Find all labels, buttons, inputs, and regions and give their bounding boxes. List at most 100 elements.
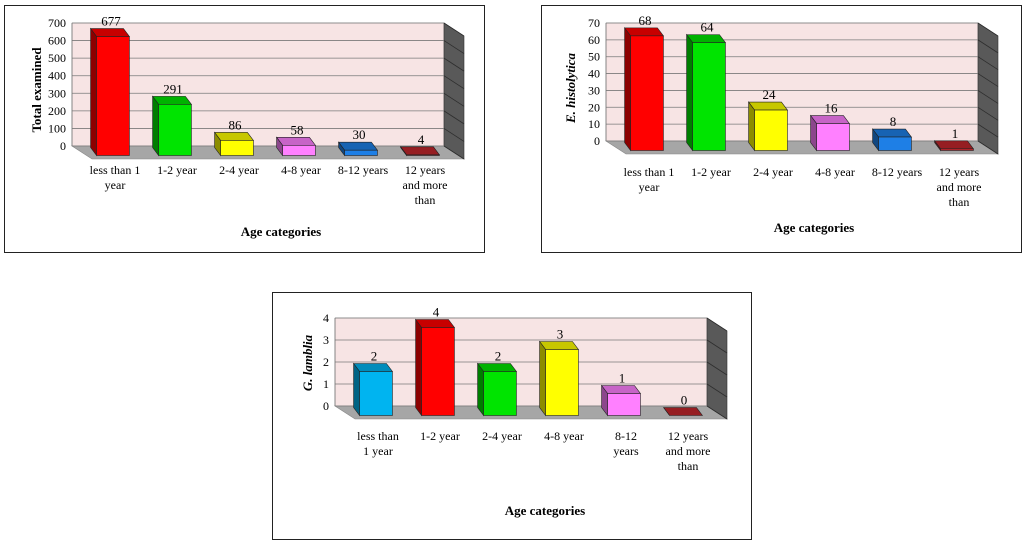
y-tick-label: 3 [323,333,329,347]
gridline-side [977,90,999,104]
x-tick-label: 12 years and more than [937,165,982,209]
bar [600,384,642,417]
gridline-side [977,22,999,37]
chart-total-examined: 0 100 200 300 400 500 600 700 677 less than 1 year… [4,5,485,253]
data-label: 2 [371,349,378,364]
chart-e-histolytica: 0 10 20 30 40 50 60 70 68 less than 1 year 64 1-2 ye… [541,5,1022,253]
y-tick-label: 200 [48,104,66,118]
y-tick-label: 40 [588,67,600,81]
data-label: 2 [495,349,502,364]
gridline-side [706,361,728,376]
data-label: 4 [418,132,425,147]
data-label: 291 [163,81,183,96]
gridline-side [443,92,465,107]
x-tick-label: 2-4 year [219,163,259,177]
bar [352,362,394,417]
y-tick-label: 20 [588,100,600,114]
gridline-side [443,110,465,125]
chart-side-wall [977,22,999,155]
bar [414,318,456,417]
x-tick-label: 4-8 year [815,165,855,179]
chart-total-examined-svg: 0 100 200 300 400 500 600 700 677 less than 1 year… [29,14,466,239]
gridline-side [706,339,728,354]
x-tick-label: 2-4 year [482,429,522,443]
y-tick-label: 10 [588,117,600,131]
data-label: 68 [639,13,652,28]
x-tick-label: 8-12 years [613,429,639,458]
gridline-side [977,56,999,71]
chart-g-lamblia-svg: 0 1 2 3 4 2 less than 1 year 4 1-2 year 2 2-4 year 3… [300,305,729,518]
y-tick-label: 1 [323,377,329,391]
x-tick-label: 12 years and more than [403,163,448,207]
gridline-side [977,73,999,87]
bar [399,145,441,157]
gridline-side [443,22,465,37]
y-axis-title: Total examined [29,47,44,133]
gridline-side [977,123,999,138]
data-label: 30 [353,127,366,142]
data-label: 0 [681,393,688,408]
bar [871,128,913,152]
x-tick-label: 1-2 year [420,429,460,443]
bar [685,33,727,152]
gridline-side [706,383,728,398]
x-tick-label: 4-8 year [544,429,584,443]
x-axis-title: Age categories [505,503,586,518]
y-tick-label: 70 [588,16,600,30]
gridline-side [977,140,999,155]
bar [151,95,193,157]
y-tick-label: 0 [594,134,600,148]
chart-g-lamblia: 0 1 2 3 4 2 less than 1 year 4 1-2 year 2 2-4 year 3… [272,292,752,540]
y-tick-label: 2 [323,355,329,369]
data-label: 86 [229,117,243,132]
data-label: 3 [557,327,564,342]
gridline-side [443,75,465,90]
y-tick-label: 600 [48,34,66,48]
data-label: 64 [701,20,715,35]
gridline-side [443,57,465,72]
data-label: 16 [825,101,839,116]
y-tick-label: 0 [323,399,329,413]
x-tick-label: 1-2 year [157,163,197,177]
bar [747,101,789,152]
chart-e-histolytica-svg: 0 10 20 30 40 50 60 70 68 less than 1 year 64 1-2 ye… [563,13,1000,235]
data-label: 677 [101,14,121,29]
x-tick-label: less than 1 year [624,165,675,194]
gridline-side [977,39,999,54]
x-tick-label: 8-12 years [338,163,389,177]
y-tick-label: 0 [60,139,66,153]
data-label: 8 [890,114,897,129]
gridline-side [706,317,728,332]
bar [538,340,580,417]
bar [213,131,255,157]
x-tick-label: less than 1 year [357,429,399,458]
x-axis-title: Age categories [241,224,322,239]
y-axis-title: G. lamblia [300,334,315,391]
bar [933,139,975,152]
y-tick-label: 30 [588,83,600,97]
y-tick-label: 50 [588,50,600,64]
x-tick-label: 1-2 year [691,165,731,179]
y-axis-title: E. histolytica [563,52,578,124]
bar [809,114,851,152]
gridline-side [443,145,465,160]
x-axis-title: Age categories [774,220,855,235]
y-tick-label: 300 [48,86,66,100]
gridline-side [977,106,999,121]
x-tick-label: 12 years and more than [666,429,711,473]
y-tick-label: 400 [48,69,66,83]
bar [89,27,131,157]
y-tick-label: 60 [588,33,600,47]
gridline-side [443,40,465,54]
data-label: 1 [952,126,959,141]
bar [275,136,317,157]
bar [337,141,379,157]
bar [662,407,704,416]
bar [623,26,665,152]
x-tick-label: less than 1 year [90,163,141,192]
y-tick-label: 4 [323,311,329,325]
y-tick-label: 100 [48,121,66,135]
gridline-side [706,405,728,420]
data-label: 58 [291,122,304,137]
data-label: 24 [763,87,777,102]
